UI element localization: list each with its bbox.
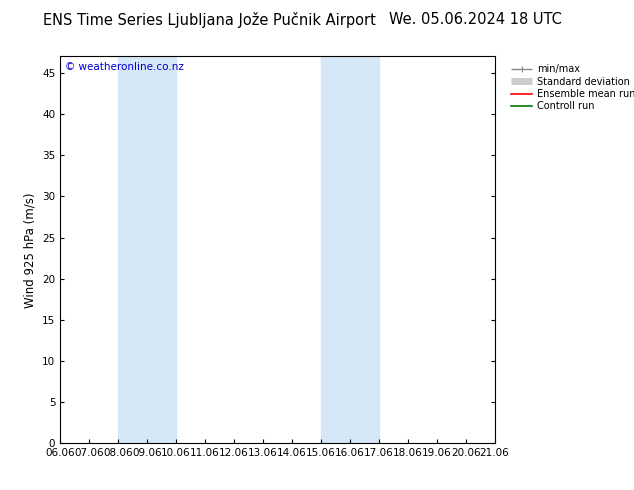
- Legend: min/max, Standard deviation, Ensemble mean run, Controll run: min/max, Standard deviation, Ensemble me…: [508, 61, 634, 114]
- Text: ENS Time Series Ljubljana Jože Pučnik Airport: ENS Time Series Ljubljana Jože Pučnik Ai…: [42, 12, 376, 28]
- Bar: [321, 56, 378, 443]
- Bar: [118, 56, 176, 443]
- Text: We. 05.06.2024 18 UTC: We. 05.06.2024 18 UTC: [389, 12, 562, 27]
- Text: © weatheronline.co.nz: © weatheronline.co.nz: [65, 62, 183, 72]
- Y-axis label: Wind 925 hPa (m/s): Wind 925 hPa (m/s): [23, 192, 37, 308]
